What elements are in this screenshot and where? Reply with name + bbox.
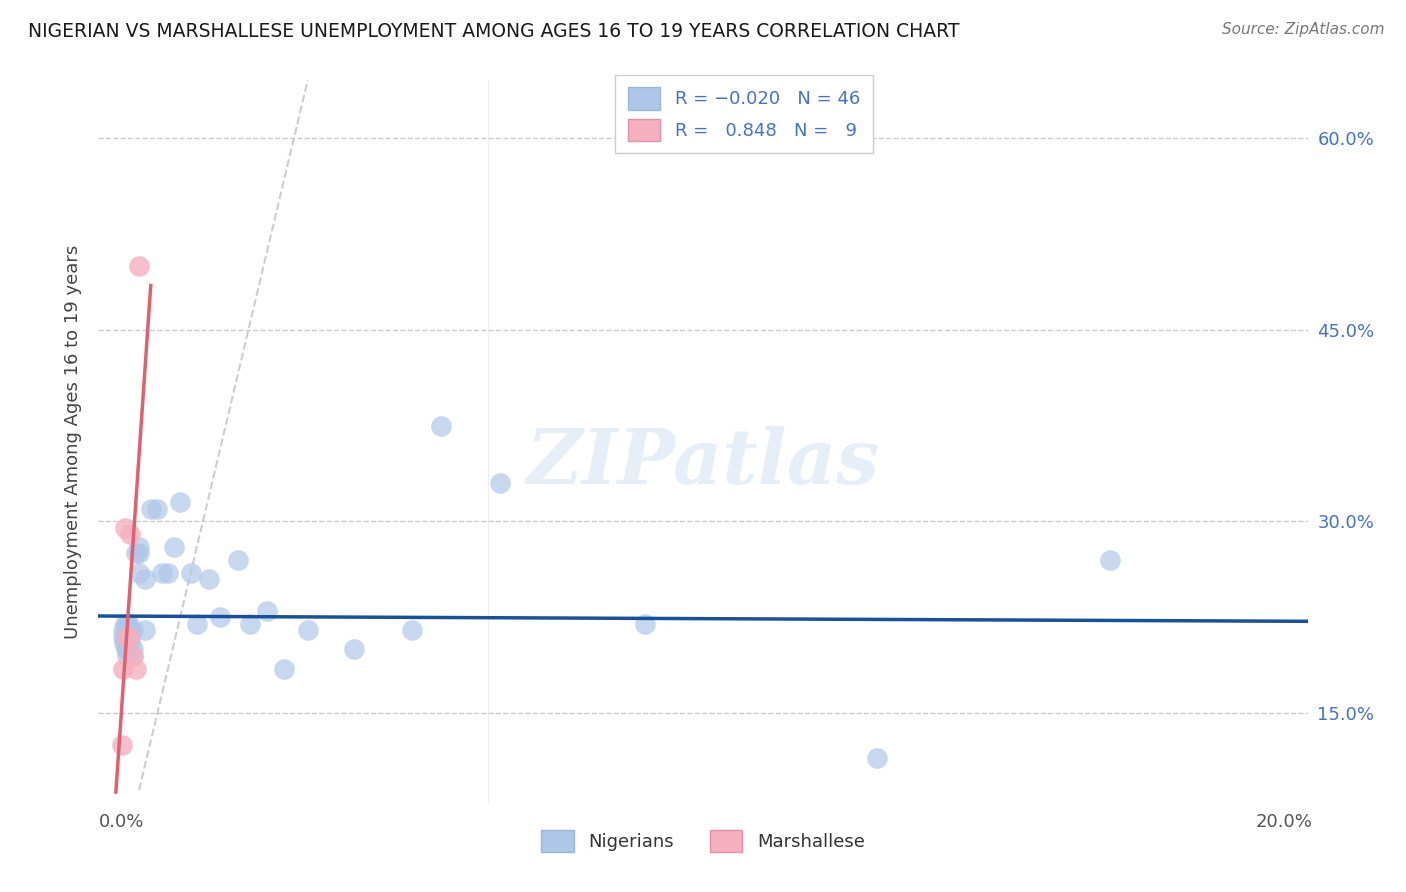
Point — [120, 527, 142, 541]
Point — [118, 630, 141, 644]
Point — [488, 476, 510, 491]
Point — [122, 648, 145, 663]
Point — [114, 630, 136, 644]
Text: Source: ZipAtlas.com: Source: ZipAtlas.com — [1222, 22, 1385, 37]
Point — [634, 616, 657, 631]
Point — [430, 418, 453, 433]
Point — [117, 630, 139, 644]
Point — [157, 566, 180, 580]
Point — [118, 630, 141, 644]
Point — [117, 642, 139, 657]
Point — [198, 572, 221, 586]
Point — [117, 648, 139, 663]
Point — [866, 751, 889, 765]
Point — [128, 259, 150, 273]
Point — [112, 661, 135, 675]
Point — [226, 553, 249, 567]
Point — [128, 546, 150, 560]
Point — [120, 623, 142, 637]
Point — [117, 616, 139, 631]
Point — [118, 630, 141, 644]
Point — [125, 546, 148, 560]
Point — [122, 648, 145, 663]
Point — [343, 642, 366, 657]
Point — [112, 636, 135, 650]
Text: NIGERIAN VS MARSHALLESE UNEMPLOYMENT AMONG AGES 16 TO 19 YEARS CORRELATION CHART: NIGERIAN VS MARSHALLESE UNEMPLOYMENT AMO… — [28, 22, 960, 41]
Point — [118, 616, 141, 631]
Point — [169, 495, 191, 509]
Point — [122, 623, 145, 637]
Point — [163, 540, 186, 554]
Point — [111, 738, 134, 752]
Point — [1098, 553, 1121, 567]
Point — [114, 616, 136, 631]
Point — [125, 661, 148, 675]
Legend: Nigerians, Marshallese: Nigerians, Marshallese — [534, 822, 872, 859]
Point — [239, 616, 262, 631]
Point — [134, 572, 156, 586]
Point — [139, 501, 162, 516]
Point — [209, 610, 232, 624]
Point — [128, 566, 150, 580]
Point — [145, 501, 167, 516]
Point — [297, 623, 319, 637]
Point — [401, 623, 423, 637]
Y-axis label: Unemployment Among Ages 16 to 19 years: Unemployment Among Ages 16 to 19 years — [63, 244, 82, 639]
Point — [186, 616, 208, 631]
Point — [150, 566, 173, 580]
Point — [256, 604, 278, 618]
Point — [122, 642, 145, 657]
Point — [115, 642, 138, 657]
Point — [180, 566, 202, 580]
Point — [114, 623, 136, 637]
Point — [111, 630, 134, 644]
Point — [112, 623, 135, 637]
Point — [128, 540, 150, 554]
Text: ZIPatlas: ZIPatlas — [526, 426, 880, 500]
Point — [273, 661, 295, 675]
Point — [114, 521, 136, 535]
Point — [134, 623, 156, 637]
Point — [120, 636, 142, 650]
